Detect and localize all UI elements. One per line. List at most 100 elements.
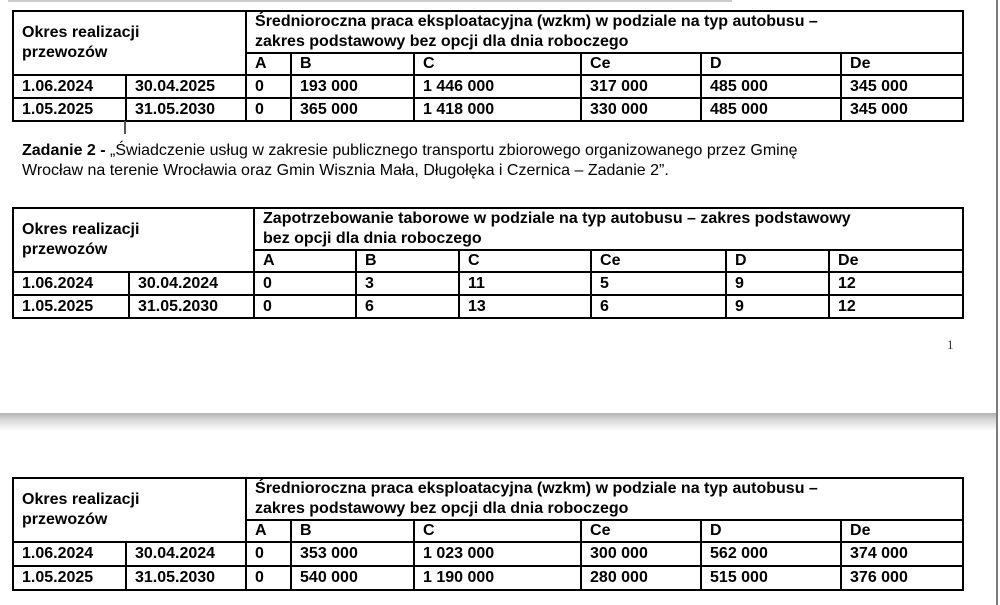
column-header-row: A B C Ce D De (13, 249, 965, 273)
col-label-de: De (840, 519, 965, 543)
start-date-cell: 1.05.2025 (12, 97, 127, 122)
title-line-2: zakres podstawowy bez opcji dla dnia rob… (255, 500, 629, 517)
value-cell-b: 3 (355, 271, 461, 296)
col-label-ce: Ce (580, 52, 703, 76)
table-operational-work-bottom: Okres realizacji przewozów Średnioroczna… (11, 477, 965, 591)
start-date-cell: 1.06.2024 (12, 74, 127, 99)
value-cell-b: 6 (355, 294, 461, 319)
value-cell-b: 353 000 (290, 541, 416, 567)
col-label-ce: Ce (580, 519, 703, 543)
value-cell-d: 9 (725, 271, 831, 296)
table-title: Zapotrzebowanie taborowe w podziale na t… (253, 207, 965, 251)
zadanie-2-label: Zadanie 2 - (22, 142, 106, 159)
col-label-d: D (725, 249, 831, 273)
col-label-d: D (700, 519, 843, 543)
value-cell-a: 0 (253, 271, 358, 296)
table-row: 1.05.2025 31.05.2030 0 6 13 6 9 12 (12, 294, 965, 319)
paragraph-line-1: Zadanie 2 - „Świadczenie usług w zakresi… (22, 141, 798, 161)
table-row: 1.05.2025 31.05.2030 0 540 000 1 190 000… (12, 565, 965, 591)
table-row: 1.05.2025 31.05.2030 0 365 000 1 418 000… (12, 97, 965, 122)
zadanie-2-paragraph: Zadanie 2 - „Świadczenie usług w zakresi… (22, 141, 798, 181)
corner-header-okres: Okres realizacji przewozów (11, 207, 256, 273)
start-date-cell: 1.05.2025 (12, 294, 130, 319)
col-label-b: B (290, 52, 416, 76)
table-border-artifact (124, 121, 126, 134)
title-line-1: Średnioroczna praca eksploatacyjna (wzkm… (255, 480, 818, 497)
col-label-d: D (700, 52, 843, 76)
col-label-a: A (253, 249, 358, 273)
value-cell-ce: 300 000 (580, 541, 703, 567)
value-cell-b: 193 000 (290, 74, 416, 99)
corner-line-1: Okres realizacji (22, 24, 140, 41)
corner-line-2: przewozów (22, 44, 108, 61)
value-cell-b: 540 000 (290, 565, 416, 591)
value-cell-c: 1 418 000 (413, 97, 583, 122)
corner-line-2: przewozów (22, 511, 108, 528)
value-cell-c: 1 190 000 (413, 565, 583, 591)
value-cell-d: 485 000 (700, 74, 843, 99)
page-top-artifact (8, 0, 732, 2)
value-cell-ce: 6 (590, 294, 728, 319)
value-cell-d: 485 000 (700, 97, 843, 122)
start-date-cell: 1.05.2025 (12, 565, 127, 591)
value-cell-de: 12 (828, 271, 965, 296)
value-cell-ce: 5 (590, 271, 728, 296)
table-title: Średnioroczna praca eksploatacyjna (wzkm… (245, 10, 965, 54)
corner-line-2: przewozów (22, 241, 108, 258)
value-cell-c: 11 (458, 271, 593, 296)
table-fleet-demand: Okres realizacji przewozów Zapotrzebowan… (11, 207, 965, 319)
value-cell-de: 376 000 (840, 565, 965, 591)
end-date-cell: 30.04.2024 (124, 541, 248, 567)
col-label-b: B (290, 519, 416, 543)
value-cell-de: 374 000 (840, 541, 965, 567)
value-cell-a: 0 (253, 294, 358, 319)
title-line-2: bez opcji dla dnia roboczego (263, 230, 482, 247)
page-number: 1 (947, 337, 954, 352)
col-label-ce: Ce (590, 249, 728, 273)
end-date-cell: 30.04.2025 (124, 74, 248, 99)
start-date-cell: 1.06.2024 (12, 541, 127, 567)
end-date-cell: 31.05.2030 (124, 565, 248, 591)
col-label-de: De (840, 52, 965, 76)
value-cell-d: 562 000 (700, 541, 843, 567)
value-cell-d: 9 (725, 294, 831, 319)
corner-header-okres: Okres realizacji przewozów (11, 477, 248, 543)
value-cell-de: 12 (828, 294, 965, 319)
title-line-1: Zapotrzebowanie taborowe w podziale na t… (263, 210, 851, 227)
col-label-a: A (245, 519, 293, 543)
corner-line-1: Okres realizacji (22, 221, 140, 238)
paragraph-line-2: Wrocław na terenie Wrocławia oraz Gmin W… (22, 162, 669, 179)
value-cell-a: 0 (245, 565, 293, 591)
page-break-separator (0, 413, 997, 431)
title-line-2: zakres podstawowy bez opcji dla dnia rob… (255, 33, 629, 50)
table-title: Średnioroczna praca eksploatacyjna (wzkm… (245, 477, 965, 521)
value-cell-a: 0 (245, 541, 293, 567)
value-cell-ce: 317 000 (580, 74, 703, 99)
col-label-de: De (828, 249, 965, 273)
value-cell-a: 0 (245, 74, 293, 99)
value-cell-c: 13 (458, 294, 593, 319)
end-date-cell: 31.05.2030 (124, 97, 248, 122)
table-row: 1.06.2024 30.04.2024 0 353 000 1 023 000… (12, 541, 965, 567)
start-date-cell: 1.06.2024 (12, 271, 130, 296)
value-cell-de: 345 000 (840, 97, 965, 122)
value-cell-de: 345 000 (840, 74, 965, 99)
value-cell-c: 1 446 000 (413, 74, 583, 99)
table-operational-work-top: Okres realizacji przewozów Średnioroczna… (11, 10, 965, 122)
corner-header-okres: Okres realizacji przewozów (11, 10, 248, 76)
corner-line-1: Okres realizacji (22, 491, 140, 508)
value-cell-ce: 280 000 (580, 565, 703, 591)
column-header-row: A B C Ce D De (13, 519, 965, 543)
title-line-1: Średnioroczna praca eksploatacyjna (wzkm… (255, 13, 818, 30)
table-row: 1.06.2024 30.04.2024 0 3 11 5 9 12 (12, 271, 965, 296)
table-row: 1.06.2024 30.04.2025 0 193 000 1 446 000… (12, 74, 965, 99)
col-label-b: B (355, 249, 461, 273)
col-label-c: C (413, 519, 583, 543)
paragraph-line-1-text: „Świadczenie usług w zakresie publiczneg… (105, 142, 798, 159)
value-cell-a: 0 (245, 97, 293, 122)
value-cell-d: 515 000 (700, 565, 843, 591)
value-cell-c: 1 023 000 (413, 541, 583, 567)
end-date-cell: 31.05.2030 (127, 294, 256, 319)
col-label-c: C (458, 249, 593, 273)
value-cell-ce: 330 000 (580, 97, 703, 122)
